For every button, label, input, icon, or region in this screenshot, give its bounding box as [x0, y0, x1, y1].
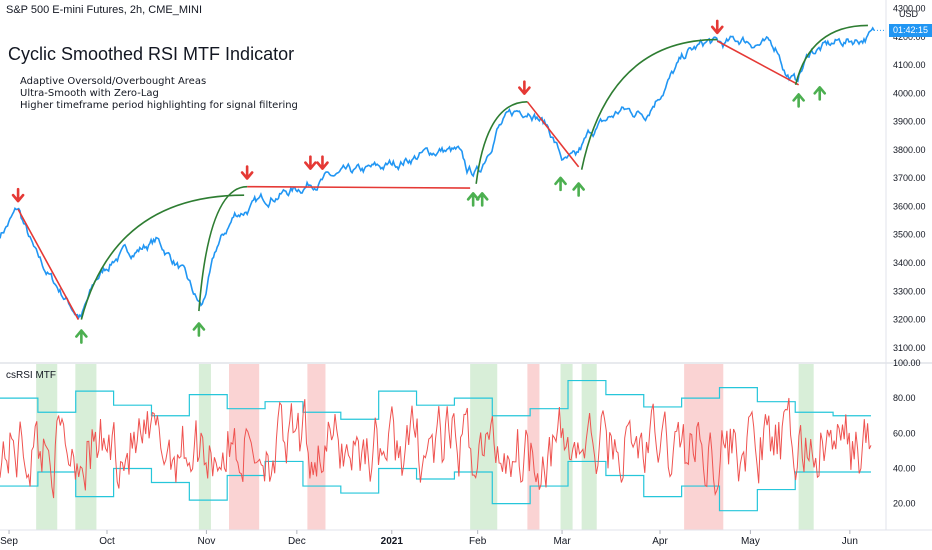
buy-signal-arrow	[813, 86, 827, 101]
feature-line-1: Adaptive Oversold/Overbought Areas	[20, 76, 207, 87]
rsi-tick-label: 20.00	[893, 499, 916, 509]
up-trend-curve	[475, 101, 528, 184]
oversold-zone	[198, 364, 211, 530]
price-tick-label: 3800.00	[893, 145, 926, 155]
price-tick-label: 4300.00	[893, 3, 926, 13]
arrow-shape	[316, 155, 329, 170]
time-tick-label: Jun	[842, 536, 858, 547]
time-tick-label: Dec	[288, 536, 306, 547]
oversold-zone	[581, 364, 597, 530]
price-series	[0, 26, 875, 320]
indicator-title: Cyclic Smoothed RSI MTF Indicator	[8, 44, 295, 64]
buy-signal-arrow	[475, 192, 489, 207]
up-trend-curve	[80, 194, 245, 320]
bar-countdown: 01:42:15	[889, 24, 932, 37]
arrow-shape	[11, 187, 25, 203]
oversold-zone	[75, 364, 97, 530]
arrow-shape	[554, 176, 567, 192]
overbought-zone	[684, 364, 724, 530]
arrow-shape	[710, 19, 724, 35]
arrow-shape	[792, 93, 805, 108]
rsi-tick-label: 40.00	[893, 463, 916, 473]
overbought-zone	[527, 364, 540, 530]
buy-signal-arrow	[192, 322, 206, 337]
sell-signal-arrow	[304, 155, 317, 170]
down-trend-line	[17, 208, 80, 320]
price-tick-label: 4000.00	[893, 88, 926, 98]
down-trend-line	[716, 40, 800, 86]
rsi-tick-label: 80.00	[893, 393, 916, 403]
csrsi-line	[0, 397, 872, 499]
time-tick-label: Feb	[469, 536, 487, 547]
price-tick-label: 3600.00	[893, 201, 926, 211]
buy-signal-arrow	[75, 329, 88, 344]
up-trend-curve	[198, 185, 248, 312]
buy-signal-arrow	[792, 93, 805, 108]
up-trend-curve	[580, 38, 718, 170]
time-tick-label: 2021	[381, 536, 404, 547]
price-tick-label: 3900.00	[893, 117, 926, 127]
buy-signal-arrow	[466, 192, 480, 207]
currency-label: USD	[899, 9, 919, 19]
time-tick-label: Mar	[553, 536, 571, 547]
arrow-shape	[240, 165, 254, 180]
price-tick-label: 3100.00	[893, 343, 926, 353]
arrow-shape	[572, 182, 585, 197]
upper-band-line	[0, 379, 871, 420]
time-tick-label: Nov	[198, 536, 216, 547]
time-tick-label: Apr	[652, 536, 668, 547]
down-trend-line	[247, 185, 471, 189]
time-tick-label: Oct	[99, 536, 115, 547]
time-tick-label: May	[741, 536, 760, 547]
rsi-tick-label: 100.00	[893, 358, 921, 368]
buy-signal-arrow	[572, 182, 585, 197]
rsi-tick-label: 60.00	[893, 428, 916, 438]
buy-signal-arrow	[554, 176, 567, 192]
price-tick-label: 3300.00	[893, 286, 926, 296]
price-tick-label: 3500.00	[893, 230, 926, 240]
price-tick-label: 3200.00	[893, 315, 926, 325]
price-tick-label: 3700.00	[893, 173, 926, 183]
arrow-shape	[304, 155, 317, 170]
sell-signal-arrow	[316, 155, 329, 170]
arrow-shape	[518, 80, 531, 95]
sell-signal-arrow	[710, 19, 724, 35]
time-tick-label: Sep	[0, 536, 18, 547]
sell-signal-arrow	[11, 187, 25, 203]
sell-signal-arrow	[518, 80, 531, 95]
up-trend-curve	[794, 24, 868, 86]
overbought-zone	[307, 364, 326, 530]
sell-signal-arrow	[240, 165, 254, 180]
arrow-shape	[466, 192, 480, 207]
feature-line-3: Higher timeframe period highlighting for…	[20, 100, 298, 111]
subpane-label: csRSI MTF	[6, 370, 56, 381]
down-trend-line	[526, 101, 580, 168]
arrow-shape	[192, 322, 206, 337]
arrow-shape	[75, 329, 88, 344]
price-tick-label: 4100.00	[893, 60, 926, 70]
symbol-header: S&P 500 E-mini Futures, 2h, CME_MINI	[6, 4, 203, 16]
oversold-zone	[470, 364, 498, 530]
arrow-shape	[813, 86, 827, 101]
arrow-shape	[475, 192, 489, 207]
feature-line-2: Ultra-Smooth with Zero-Lag	[20, 88, 159, 99]
price-tick-label: 3400.00	[893, 258, 926, 268]
